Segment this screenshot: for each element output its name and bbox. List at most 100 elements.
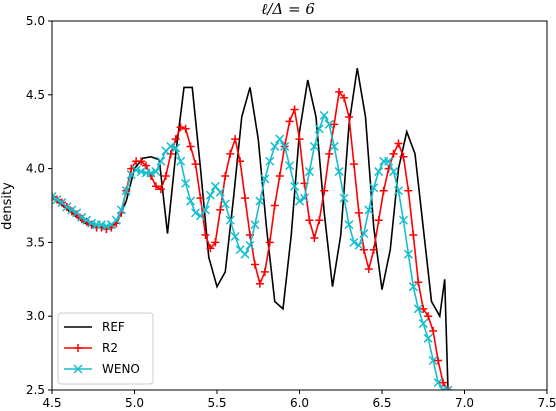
data-point-r2 — [295, 135, 304, 144]
data-point-r2 — [374, 216, 383, 225]
data-point-r2 — [270, 201, 279, 210]
data-point-r2 — [364, 264, 373, 273]
data-point-r2 — [434, 356, 443, 365]
data-point-weno — [418, 319, 428, 329]
data-point-r2 — [359, 245, 368, 254]
data-point-weno — [77, 212, 87, 222]
data-point-weno — [245, 240, 255, 250]
x-tick-label: 7.0 — [455, 396, 474, 410]
x-tick-label: 5.5 — [207, 396, 226, 410]
y-tick-label: 4.0 — [26, 162, 45, 176]
data-point-r2 — [399, 152, 408, 161]
data-point-weno — [146, 168, 156, 178]
data-point-weno — [319, 110, 329, 120]
data-point-weno — [369, 183, 379, 193]
data-point-weno — [443, 385, 453, 390]
data-point-r2 — [171, 135, 180, 144]
data-point-r2 — [186, 142, 195, 151]
data-point-r2 — [250, 260, 259, 269]
data-point-r2 — [241, 194, 250, 203]
data-point-r2 — [369, 245, 378, 254]
data-point-weno — [62, 202, 72, 212]
data-point-weno — [215, 187, 225, 197]
data-point-weno — [275, 134, 285, 144]
data-point-weno — [324, 119, 334, 129]
data-point-r2 — [305, 216, 314, 225]
data-point-r2 — [161, 171, 170, 180]
data-point-weno — [354, 240, 364, 250]
data-point-weno — [413, 304, 423, 314]
series-weno — [52, 110, 453, 390]
plot-area — [52, 68, 453, 390]
data-point-weno — [364, 205, 374, 215]
data-point-r2 — [211, 238, 220, 247]
data-point-weno — [171, 143, 181, 153]
y-tick-label: 5.0 — [26, 14, 45, 28]
data-point-weno — [428, 355, 438, 366]
legend-marker-r2 — [74, 344, 82, 352]
data-point-weno — [151, 167, 161, 177]
data-point-r2 — [325, 149, 334, 158]
data-point-r2 — [176, 123, 185, 132]
data-point-r2 — [439, 378, 448, 387]
data-point-weno — [82, 215, 92, 225]
data-point-r2 — [285, 117, 294, 126]
data-point-weno — [225, 215, 235, 225]
x-tick-label: 7.5 — [537, 396, 556, 410]
data-point-weno — [205, 190, 215, 200]
data-point-weno — [304, 167, 314, 177]
data-point-weno — [191, 208, 201, 218]
x-tick-label: 6.0 — [290, 396, 309, 410]
data-point-weno — [220, 199, 230, 209]
data-point-r2 — [260, 267, 269, 276]
data-point-weno — [230, 231, 240, 242]
data-point-weno — [408, 282, 418, 292]
data-point-weno — [299, 193, 309, 203]
data-point-weno — [344, 220, 354, 230]
data-point-weno — [52, 192, 57, 202]
data-point-weno — [166, 141, 176, 151]
data-point-weno — [389, 167, 399, 177]
data-point-r2 — [424, 312, 433, 321]
data-point-r2 — [255, 279, 264, 288]
y-tick-label: 3.0 — [26, 309, 45, 323]
data-point-r2 — [315, 216, 324, 225]
data-point-weno — [136, 167, 146, 177]
x-tick-label: 5.0 — [125, 396, 144, 410]
data-point-r2 — [137, 157, 146, 166]
data-point-weno — [384, 156, 394, 166]
data-point-r2 — [275, 171, 284, 180]
x-axis-ticks: 4.5 5.0 5.5 6.0 6.5 7.0 7.5 — [42, 390, 556, 410]
data-point-r2 — [265, 238, 274, 247]
data-point-r2 — [201, 231, 210, 240]
data-point-r2 — [429, 326, 438, 335]
data-point-weno — [314, 124, 324, 134]
data-point-r2 — [389, 149, 398, 158]
data-point-r2 — [394, 139, 403, 148]
y-tick-label: 2.5 — [26, 383, 45, 397]
data-point-weno — [294, 196, 305, 206]
data-point-r2 — [404, 186, 413, 195]
data-point-r2 — [320, 186, 329, 195]
legend-label-ref: REF — [102, 320, 125, 334]
data-point-weno — [329, 141, 339, 151]
data-point-r2 — [340, 93, 349, 102]
data-point-weno — [393, 186, 404, 196]
data-point-weno — [374, 167, 384, 177]
data-point-weno — [186, 196, 196, 206]
legend-marker-weno — [73, 364, 83, 374]
y-tick-label: 3.5 — [26, 235, 45, 249]
data-point-r2 — [216, 205, 225, 214]
data-point-weno — [111, 215, 121, 225]
data-point-r2 — [181, 124, 190, 133]
data-point-r2 — [419, 304, 428, 313]
y-axis-label: density — [0, 182, 15, 230]
data-point-weno — [403, 249, 413, 259]
data-point-r2 — [196, 194, 205, 203]
data-point-r2 — [226, 149, 235, 158]
data-point-weno — [265, 156, 275, 166]
data-point-r2 — [290, 105, 299, 114]
data-point-weno — [101, 221, 111, 231]
data-point-r2 — [231, 135, 240, 144]
legend: REF R2 WENO — [57, 312, 154, 385]
